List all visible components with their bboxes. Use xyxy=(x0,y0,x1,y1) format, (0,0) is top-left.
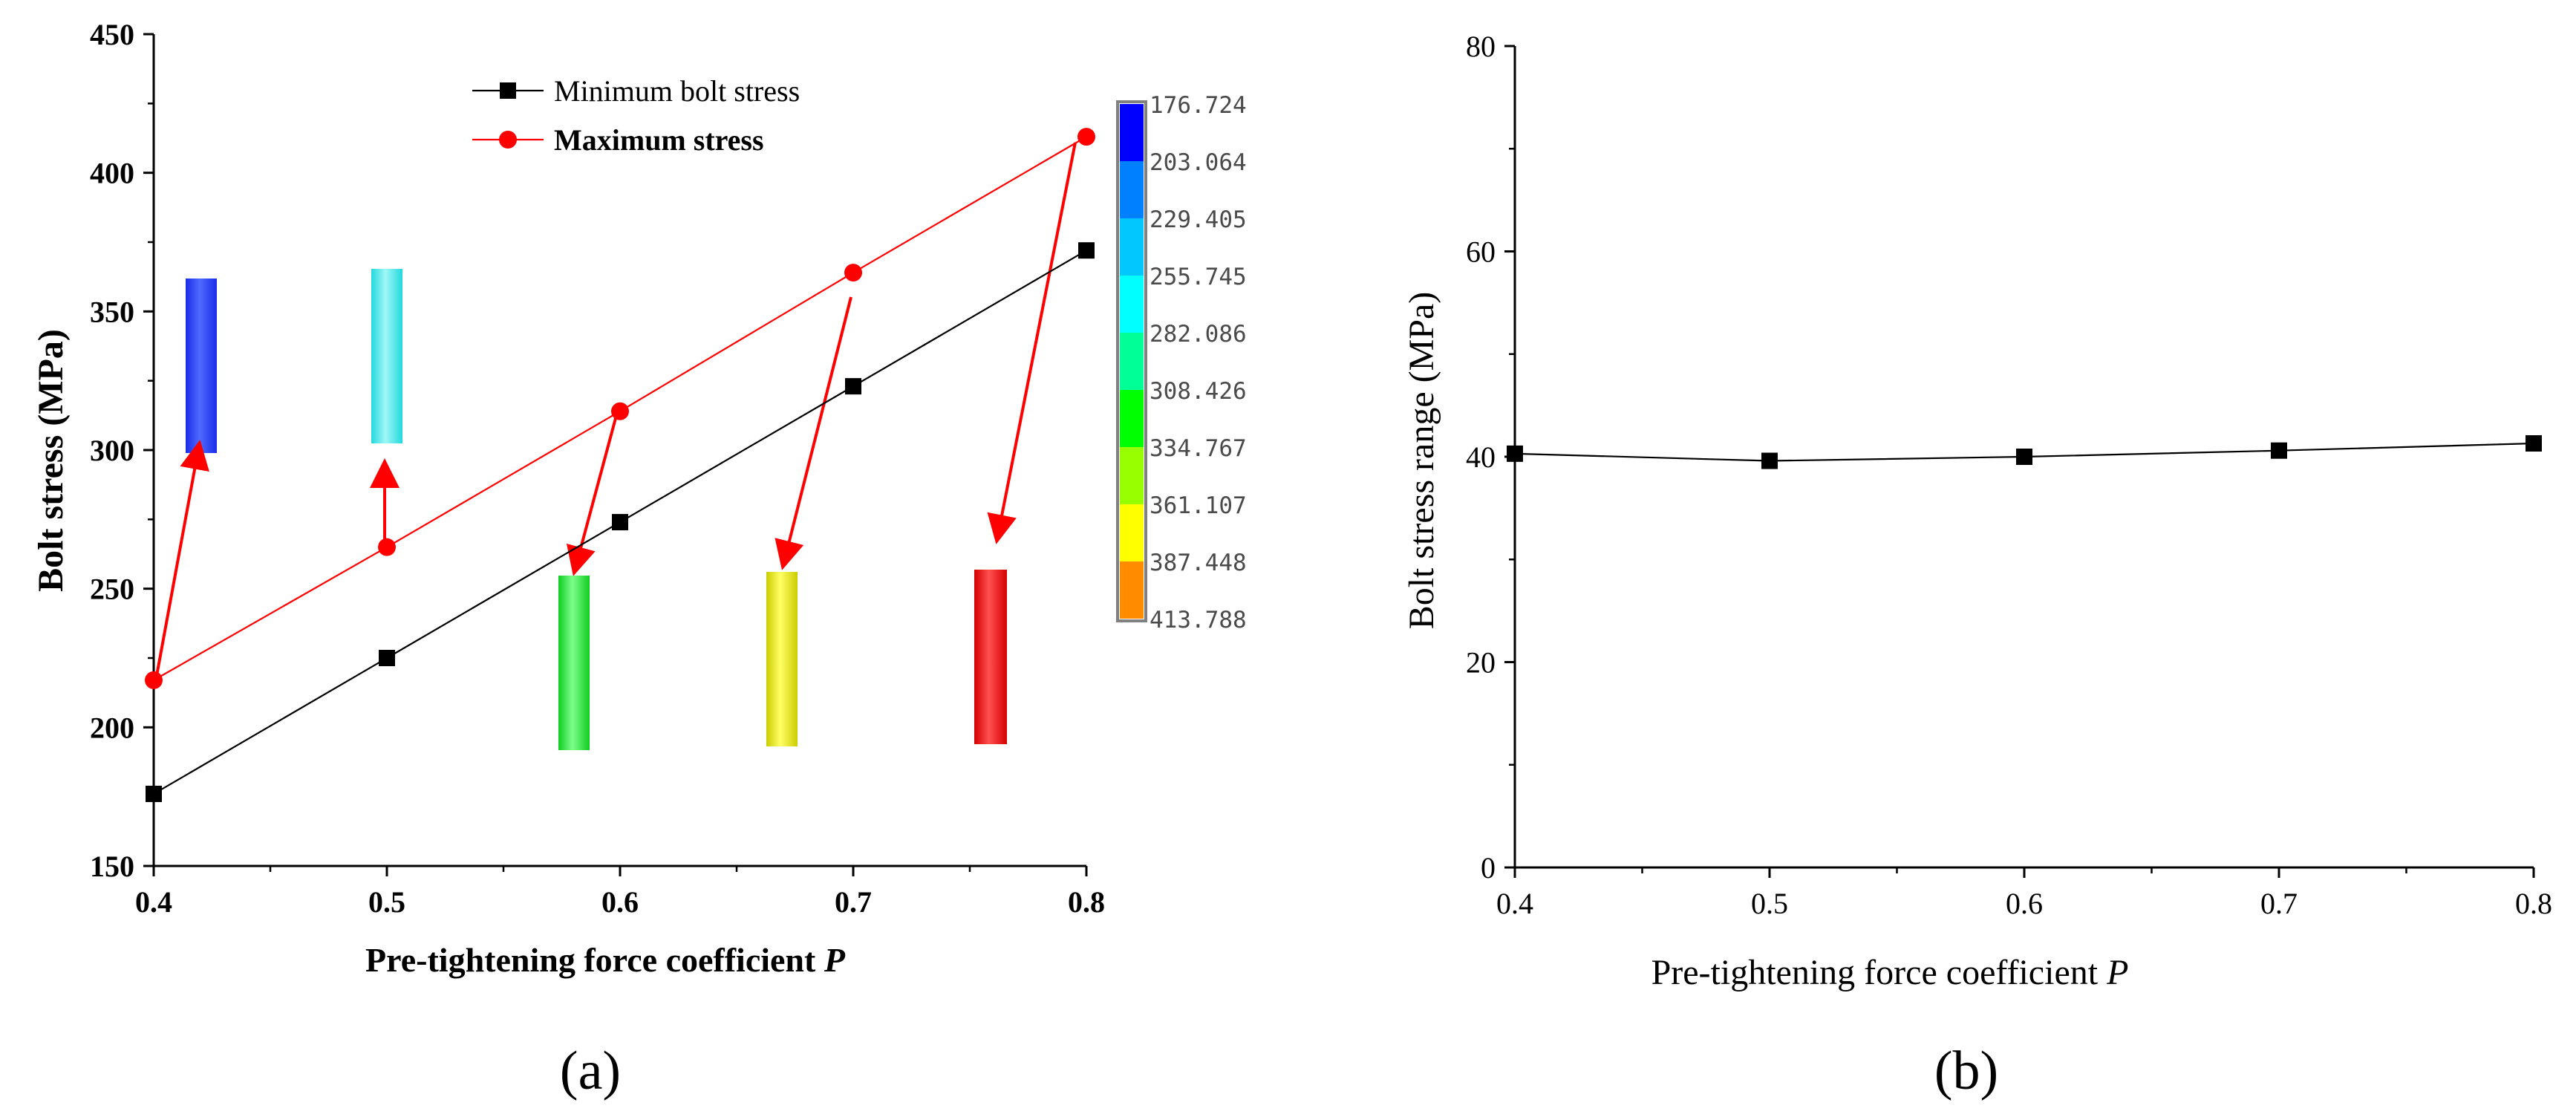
data-point xyxy=(146,785,162,802)
x-tick-label: 0.8 xyxy=(2515,887,2552,920)
contour-legend-band xyxy=(1120,276,1144,333)
data-point xyxy=(2526,435,2542,452)
x-tick-label: 0.5 xyxy=(368,885,405,919)
data-point xyxy=(612,514,628,531)
x-tick-label: 0.4 xyxy=(1496,887,1533,920)
x-tick-label: 0.6 xyxy=(601,885,639,919)
panel-b-axes: 0.4 0.5 0.6 0.7 0.8 0 20 40 60 80 xyxy=(1466,30,2552,920)
contour-legend-value: 413.788 xyxy=(1150,607,1247,634)
legend-marker-maximum xyxy=(499,131,517,149)
panel-b-series xyxy=(1507,435,2542,469)
contour-legend-band xyxy=(1120,504,1144,561)
contour-legend-band xyxy=(1120,161,1144,218)
x-tick-label: 0.5 xyxy=(1751,887,1788,920)
y-tick-label: 40 xyxy=(1466,440,1496,474)
contour-legend-value: 176.724 xyxy=(1150,92,1247,119)
contour-legend: 176.724 203.064 229.405 255.745 282.086 308.4… xyxy=(1116,92,1247,634)
y-axis-title-a: Bolt stress (MPa) xyxy=(31,329,71,592)
x-axis-title-b-italic: P xyxy=(2106,953,2128,992)
bolt-inset xyxy=(558,576,590,750)
contour-legend-band xyxy=(1120,333,1144,390)
contour-legend-band xyxy=(1120,447,1144,504)
data-point xyxy=(2016,449,2032,465)
y-tick-label: 60 xyxy=(1466,235,1496,269)
x-axis-title-a-italic: P xyxy=(824,941,846,979)
data-point xyxy=(378,538,396,556)
data-point xyxy=(844,264,862,282)
contour-legend-value: 334.767 xyxy=(1150,435,1247,462)
contour-legend-value: 282.086 xyxy=(1150,321,1247,348)
data-point xyxy=(1761,452,1778,469)
contour-legend-band xyxy=(1120,104,1144,161)
contour-legend-value: 203.064 xyxy=(1150,149,1247,176)
x-axis-title-a: Pre-tightening force coefficient P xyxy=(365,941,846,979)
legend-label-maximum: Maximum stress xyxy=(554,123,764,157)
x-axis-title-a-text: Pre-tightening force coefficient xyxy=(365,941,824,979)
x-axis-title-b-text: Pre-tightening force coefficient xyxy=(1651,953,2107,992)
bolt-arrow xyxy=(154,440,209,680)
bolt-inset xyxy=(766,572,798,746)
y-tick-label: 20 xyxy=(1466,646,1496,680)
data-point xyxy=(845,378,861,395)
bolt-inset xyxy=(974,570,1007,744)
bolt-arrow xyxy=(987,142,1077,544)
legend: Minimum bolt stress Maximum stress xyxy=(472,74,800,157)
y-tick-label: 80 xyxy=(1466,30,1496,63)
bolt-inset xyxy=(371,269,402,443)
y-tick-label: 350 xyxy=(90,295,134,328)
contour-legend-band xyxy=(1120,561,1144,619)
panel-a-axes: 0.4 0.5 0.6 0.7 0.8 150 200 250 300 350 400 450 xyxy=(90,18,1105,919)
y-tick-label: 150 xyxy=(90,850,134,883)
contour-legend-value: 387.448 xyxy=(1150,550,1247,576)
y-tick-label: 200 xyxy=(90,711,134,744)
bolt-inset xyxy=(186,279,217,453)
contour-legend-value: 308.426 xyxy=(1150,378,1247,405)
bolt-arrow xyxy=(775,296,852,570)
panel-label-b: (b) xyxy=(1934,1041,1998,1101)
data-point xyxy=(145,671,163,689)
contour-legend-value: 229.405 xyxy=(1150,206,1247,233)
data-point xyxy=(2271,442,2287,459)
panel-label-a: (a) xyxy=(560,1041,621,1101)
x-tick-label: 0.7 xyxy=(835,885,872,919)
contour-legend-value: 255.745 xyxy=(1150,264,1247,290)
y-tick-label: 250 xyxy=(90,573,134,606)
panel-a: 0.4 0.5 0.6 0.7 0.8 150 200 250 300 350 400 450 Min… xyxy=(31,18,1247,1101)
y-axis-title-b: Bolt stress range (MPa) xyxy=(1402,292,1441,630)
bolt-insets xyxy=(186,269,1007,750)
legend-marker-minimum xyxy=(500,82,516,99)
legend-label-minimum: Minimum bolt stress xyxy=(554,74,800,108)
contour-legend-band xyxy=(1120,390,1144,447)
contour-legend-band xyxy=(1120,218,1144,276)
contour-legend-value: 361.107 xyxy=(1150,492,1247,519)
panel-b: 0.4 0.5 0.6 0.7 0.8 0 20 40 60 80 Pre-tightening … xyxy=(1402,30,2552,1101)
panel-a-series xyxy=(145,128,1095,802)
x-tick-label: 0.6 xyxy=(2006,887,2043,920)
data-point xyxy=(379,650,395,666)
y-tick-label: 450 xyxy=(90,18,134,51)
x-axis-title-b: Pre-tightening force coefficient P xyxy=(1651,953,2129,992)
bolt-arrows xyxy=(154,142,1077,680)
x-tick-label: 0.4 xyxy=(135,885,172,919)
data-point xyxy=(1078,242,1095,259)
contour-legend-frame xyxy=(1116,100,1147,622)
x-tick-label: 0.8 xyxy=(1068,885,1105,919)
y-tick-label: 0 xyxy=(1481,851,1496,885)
data-point xyxy=(1507,445,1523,462)
y-tick-label: 300 xyxy=(90,434,134,467)
data-point xyxy=(611,402,629,420)
x-tick-label: 0.7 xyxy=(2260,887,2298,920)
data-point xyxy=(1077,128,1095,146)
y-tick-label: 400 xyxy=(90,157,134,190)
